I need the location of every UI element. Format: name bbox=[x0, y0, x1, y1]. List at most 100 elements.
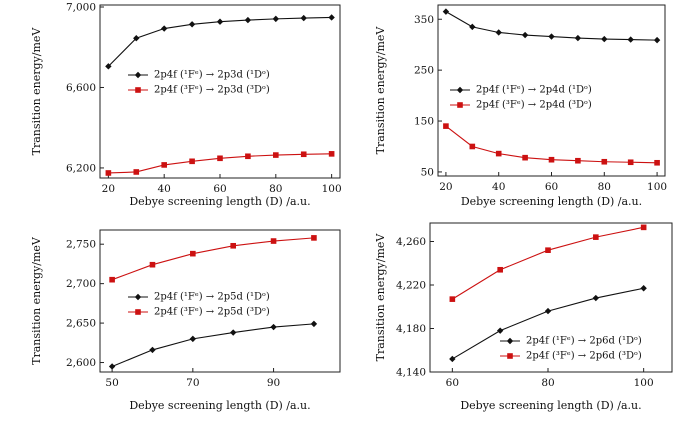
data-point-series-2 bbox=[149, 261, 156, 268]
x-tick-label: 100 bbox=[322, 183, 342, 195]
x-tick-label: 60 bbox=[213, 183, 226, 195]
panel-top-right: 20 40 60 80 100 50 150 250 350 Debye screening le… bbox=[374, 4, 667, 208]
x-tick-label: 40 bbox=[157, 183, 170, 195]
x-tick-label: 100 bbox=[647, 181, 667, 193]
y-tick-label: 350 bbox=[414, 14, 434, 26]
data-point-series-1 bbox=[310, 320, 318, 328]
y-tick-label: 150 bbox=[414, 116, 434, 128]
x-tick-label: 80 bbox=[598, 181, 611, 193]
x-tick-label: 80 bbox=[541, 377, 554, 389]
data-point-series-2 bbox=[328, 151, 335, 157]
plot-frame bbox=[99, 229, 341, 373]
x-axis-label: Debye screening length (D) /a.u. bbox=[129, 399, 310, 412]
x-tick-label: 20 bbox=[102, 183, 115, 195]
data-point-series-1 bbox=[149, 346, 156, 354]
data-point-series-1 bbox=[521, 31, 529, 39]
y-tick-label: 4,180 bbox=[396, 323, 426, 335]
plot-frame bbox=[429, 222, 673, 373]
legend-marker bbox=[134, 293, 142, 301]
legend-label-2: 2p4f (³Fᵉ) → 2p5d (³Dᵒ) bbox=[154, 307, 270, 318]
data-point-series-2 bbox=[300, 151, 307, 158]
data-point-series-1 bbox=[230, 329, 237, 336]
data-point-series-2 bbox=[469, 143, 476, 150]
y-tick-label: 2,600 bbox=[66, 357, 96, 369]
data-point-series-1 bbox=[189, 335, 197, 343]
y-tick-label: 4,260 bbox=[396, 236, 426, 248]
legend-marker bbox=[507, 353, 513, 359]
x-tick-label: 60 bbox=[545, 181, 558, 193]
x-tick-label: 50 bbox=[105, 377, 118, 389]
y-tick-label: 7,000 bbox=[66, 2, 96, 14]
y-tick-label: 50 bbox=[421, 166, 434, 178]
x-tick-label: 60 bbox=[446, 377, 459, 389]
data-point-series-2 bbox=[654, 159, 660, 166]
y-axis-label: Transition energy/meV bbox=[30, 236, 43, 365]
data-point-series-2 bbox=[105, 170, 112, 176]
data-point-series-1 bbox=[328, 14, 335, 21]
data-point-series-1 bbox=[627, 36, 634, 43]
series-line-1 bbox=[452, 287, 644, 360]
x-axis-label: Debye screening length (D) /a.u. bbox=[461, 195, 642, 208]
series-line-1 bbox=[111, 323, 314, 367]
legend-label-2: 2p4f (³Fᵉ) → 2p3d (³Dᵒ) bbox=[154, 85, 270, 96]
y-tick-label: 2,650 bbox=[66, 318, 96, 330]
legend-label-2: 2p4f (³Fᵉ) → 2p4d (³Dᵒ) bbox=[476, 100, 592, 111]
data-point-series-1 bbox=[300, 14, 307, 22]
data-point-series-1 bbox=[108, 363, 116, 370]
y-axis-label: Transition energy/meV bbox=[374, 26, 387, 155]
data-point-series-1 bbox=[449, 355, 456, 363]
y-tick-label: 4,140 bbox=[396, 367, 426, 379]
x-tick-label: 100 bbox=[634, 377, 654, 389]
data-point-series-1 bbox=[133, 34, 140, 42]
legend-marker bbox=[457, 102, 463, 108]
x-tick-label: 70 bbox=[186, 377, 199, 389]
x-tick-label: 20 bbox=[439, 181, 452, 193]
legend-label-1: 2p4f (¹Fᵉ) → 2p5d (¹Dᵒ) bbox=[154, 292, 270, 303]
data-point-series-1 bbox=[574, 34, 582, 42]
data-point-series-2 bbox=[548, 156, 555, 163]
data-point-series-1 bbox=[188, 21, 196, 28]
data-point-series-2 bbox=[495, 150, 502, 157]
x-axis-label: Debye screening length (D) /a.u. bbox=[460, 399, 641, 412]
data-point-series-2 bbox=[230, 242, 236, 249]
x-axis-label: Debye screening length (D) /a.u. bbox=[129, 195, 310, 208]
data-point-series-1 bbox=[653, 36, 661, 44]
legend-label-1: 2p4f (¹Fᵉ) → 2p4d (¹Dᵒ) bbox=[476, 85, 592, 96]
y-tick-label: 6,600 bbox=[66, 82, 96, 94]
series-line-2 bbox=[111, 237, 314, 281]
data-point-series-2 bbox=[449, 296, 456, 302]
legend-marker bbox=[456, 86, 464, 94]
legend-label-1: 2p4f (¹Fᵉ) → 2p3d (¹Dᵒ) bbox=[154, 70, 270, 81]
data-point-series-2 bbox=[133, 169, 140, 175]
data-point-series-1 bbox=[442, 8, 450, 15]
y-axis-label: Transition energy/meV bbox=[30, 27, 43, 156]
data-point-series-2 bbox=[575, 157, 581, 164]
data-point-series-1 bbox=[640, 285, 647, 292]
panel-bottom-left: 50 70 90 2,600 2,650 2,700 2,750 Debye screenin… bbox=[30, 229, 341, 412]
panel-top-left: 20 40 60 80 100 6,200 6,600 7,000 Debye screenin… bbox=[30, 2, 342, 208]
legend-marker bbox=[506, 337, 514, 345]
data-point-series-1 bbox=[272, 15, 280, 23]
data-point-series-2 bbox=[545, 247, 551, 253]
data-point-series-2 bbox=[245, 153, 251, 160]
data-point-series-2 bbox=[497, 266, 503, 273]
legend-label-1: 2p4f (¹Fᵉ) → 2p6d (¹Dᵒ) bbox=[526, 336, 642, 347]
data-point-series-1 bbox=[270, 323, 277, 331]
data-point-series-2 bbox=[273, 152, 279, 158]
data-point-series-2 bbox=[640, 224, 647, 231]
data-point-series-1 bbox=[160, 25, 168, 32]
series-line-2 bbox=[452, 226, 644, 300]
data-point-series-2 bbox=[627, 159, 634, 166]
data-point-series-1 bbox=[548, 33, 555, 40]
data-point-series-1 bbox=[592, 294, 600, 302]
y-tick-label: 4,220 bbox=[396, 279, 426, 291]
data-point-series-1 bbox=[601, 35, 608, 43]
legend-marker bbox=[135, 309, 141, 315]
panel-bottom-right: 60 80 100 4,140 4,180 4,220 4,260 Debye screeni… bbox=[374, 222, 673, 412]
data-point-series-1 bbox=[496, 327, 504, 334]
x-tick-label: 40 bbox=[492, 181, 505, 193]
y-tick-label: 250 bbox=[414, 65, 434, 77]
data-point-series-2 bbox=[443, 123, 449, 129]
data-point-series-2 bbox=[217, 155, 223, 162]
y-tick-label: 2,700 bbox=[66, 278, 96, 290]
